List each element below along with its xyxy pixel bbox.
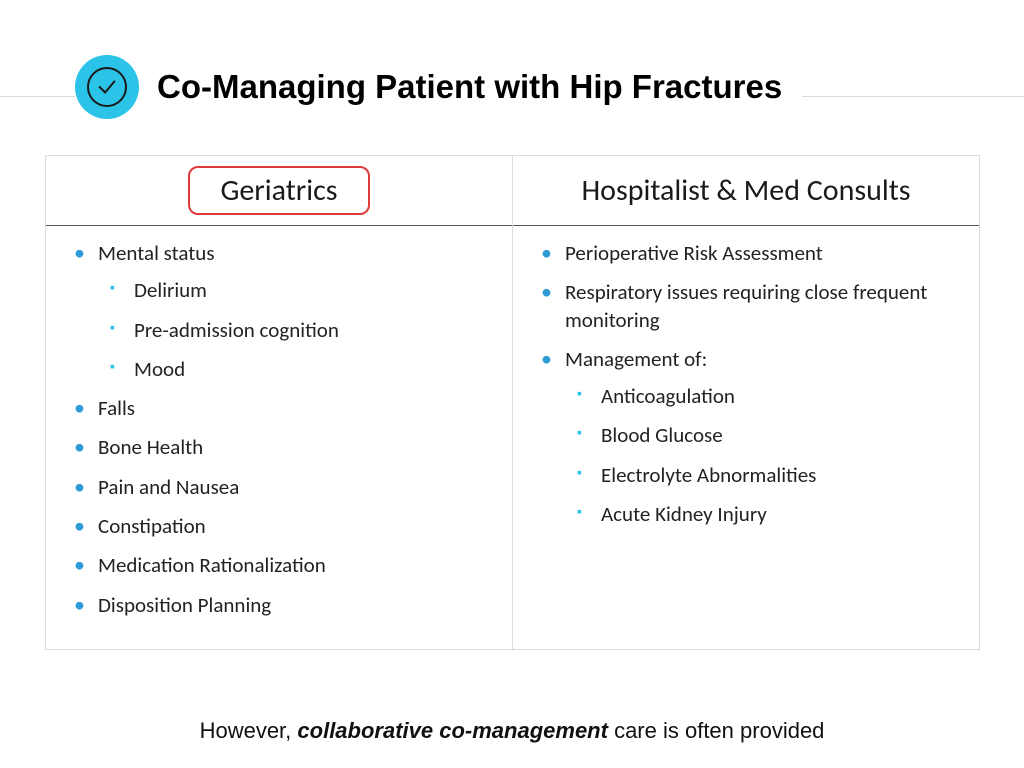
list-item: Disposition Planning [74, 592, 494, 619]
list-item-text: Perioperative Risk Assessment [565, 240, 823, 266]
column-title-hospitalist: Hospitalist & Med Consults [581, 172, 910, 209]
list-geriatrics: Mental status Delirium Pre-admission cogni… [64, 240, 494, 619]
list-item: Delirium [110, 277, 494, 304]
list-item: Acute Kidney Injury [577, 501, 961, 528]
list-item-text: Delirium [134, 277, 207, 303]
list-item-text: Anticoagulation [601, 383, 735, 409]
list-hospitalist: Perioperative Risk Assessment Respiratory… [531, 240, 961, 528]
comparison-table: Geriatrics Mental status Delirium Pre-admi… [45, 155, 980, 650]
list-item: Respiratory issues requiring close frequ… [541, 279, 961, 334]
column-hospitalist: Hospitalist & Med Consults Perioperative… [512, 156, 979, 649]
list-item-text: Constipation [98, 513, 206, 539]
list-item-text: Mood [134, 356, 185, 382]
list-item-text: Electrolyte Abnormalities [601, 462, 816, 488]
column-body-left: Mental status Delirium Pre-admission cogni… [46, 226, 512, 649]
column-geriatrics: Geriatrics Mental status Delirium Pre-admi… [46, 156, 512, 649]
list-item: Perioperative Risk Assessment [541, 240, 961, 267]
footer-emph: collaborative co-management [297, 718, 608, 743]
column-header-left: Geriatrics [46, 156, 512, 226]
footer-prefix: However, [200, 718, 298, 743]
list-item: Mental status Delirium Pre-admission cogni… [74, 240, 494, 383]
list-item-text: Falls [98, 395, 135, 421]
list-item: Medication Rationalization [74, 552, 494, 579]
sub-list: Delirium Pre-admission cognition Mood [98, 277, 494, 383]
checkmark-circle-icon [75, 55, 139, 119]
list-item-text: Medication Rationalization [98, 552, 326, 578]
slide-title: Co-Managing Patient with Hip Fractures [157, 68, 782, 106]
list-item: Electrolyte Abnormalities [577, 462, 961, 489]
list-item: Management of: Anticoagulation Blood Gluco… [541, 346, 961, 528]
column-title-geriatrics: Geriatrics [188, 166, 369, 215]
footer-note: However, collaborative co-management car… [0, 718, 1024, 744]
slide-header: Co-Managing Patient with Hip Fractures [75, 55, 802, 119]
list-item: Bone Health [74, 434, 494, 461]
list-item: Blood Glucose [577, 422, 961, 449]
list-item-text: Mental status [98, 240, 215, 266]
footer-suffix: care is often provided [608, 718, 824, 743]
sub-list: Anticoagulation Blood Glucose Electrolyte … [565, 383, 961, 528]
list-item-text: Management of: [565, 346, 707, 372]
list-item: Pain and Nausea [74, 474, 494, 501]
list-item: Pre-admission cognition [110, 317, 494, 344]
list-item: Falls [74, 395, 494, 422]
column-header-right: Hospitalist & Med Consults [513, 156, 979, 226]
list-item: Constipation [74, 513, 494, 540]
list-item-text: Pain and Nausea [98, 474, 239, 500]
list-item-text: Pre-admission cognition [134, 317, 339, 343]
list-item-text: Bone Health [98, 434, 203, 460]
column-body-right: Perioperative Risk Assessment Respiratory… [513, 226, 979, 558]
list-item-text: Disposition Planning [98, 592, 271, 618]
list-item-text: Acute Kidney Injury [601, 501, 767, 527]
list-item: Mood [110, 356, 494, 383]
list-item-text: Blood Glucose [601, 422, 723, 448]
list-item-text: Respiratory issues requiring close frequ… [565, 279, 927, 332]
list-item: Anticoagulation [577, 383, 961, 410]
